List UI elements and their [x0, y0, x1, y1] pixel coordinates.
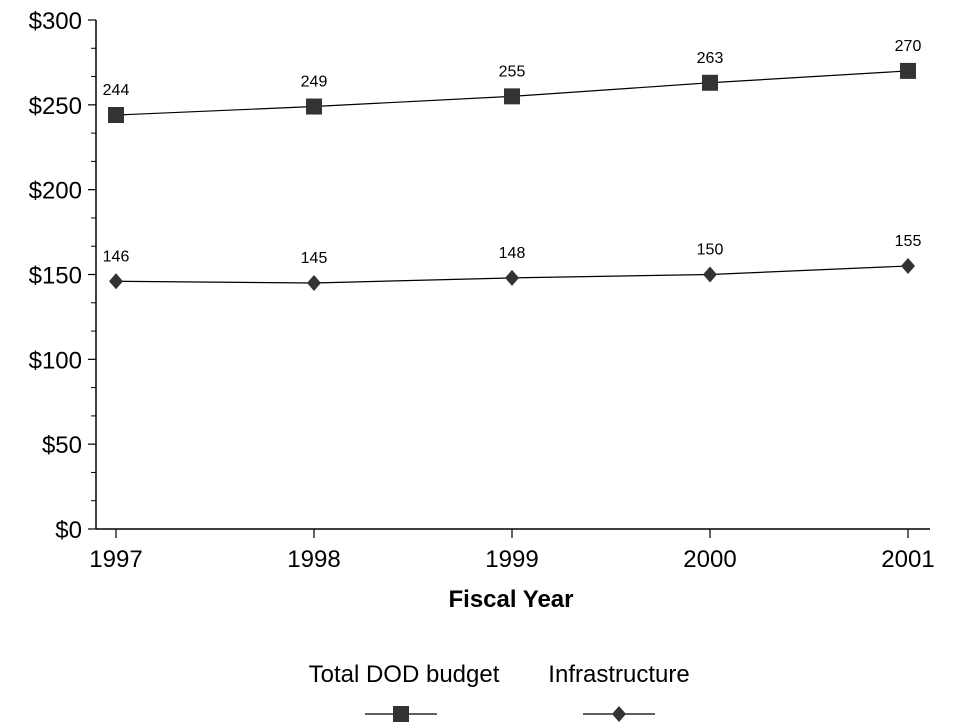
- data-point: [504, 88, 520, 105]
- y-tick-label: $150: [29, 263, 82, 290]
- data-point: [900, 62, 916, 79]
- y-tick-label: $300: [29, 8, 82, 35]
- x-tick-label: 1998: [287, 546, 340, 573]
- data-label: 244: [103, 82, 130, 99]
- data-label: 155: [895, 233, 922, 250]
- data-label: 146: [103, 248, 130, 265]
- series-layer: 244 249 255 263 270 146 145 148 150 155: [103, 38, 922, 291]
- y-tick-label: $100: [29, 347, 82, 374]
- legend-label: Total DOD budget: [309, 661, 500, 688]
- data-label: 148: [499, 245, 526, 262]
- x-tick-label: 1999: [485, 546, 538, 573]
- y-tick-label: $50: [42, 432, 82, 459]
- y-tick-label: $250: [29, 93, 82, 120]
- series-1: 244 249 255 263 270: [103, 38, 922, 124]
- data-point: [901, 258, 915, 275]
- data-label: 270: [895, 38, 922, 55]
- data-label: 249: [301, 74, 328, 91]
- legend-marker: [612, 706, 626, 722]
- data-point: [109, 273, 123, 290]
- data-point: [702, 74, 718, 91]
- data-label: 145: [301, 250, 328, 267]
- legend: Total DOD budget Infrastructure: [309, 661, 690, 722]
- data-point: [703, 266, 717, 283]
- x-axis-title: Fiscal Year: [449, 586, 574, 613]
- legend-marker: [393, 706, 409, 722]
- data-label: 150: [697, 242, 724, 259]
- data-label: 263: [697, 50, 724, 67]
- legend-label: Infrastructure: [548, 661, 689, 688]
- data-point: [108, 107, 124, 124]
- series-2: 146 145 148 150 155: [103, 233, 922, 291]
- x-axis-ticks: 1997 1998 1999 2000 2001: [89, 529, 935, 573]
- data-label: 255: [499, 63, 526, 80]
- y-tick-label: $200: [29, 178, 82, 205]
- x-tick-label: 2000: [683, 546, 736, 573]
- data-point: [307, 274, 321, 291]
- x-tick-label: 2001: [881, 546, 934, 573]
- data-point: [306, 98, 322, 115]
- x-tick-label: 1997: [89, 546, 142, 573]
- y-tick-label: $0: [55, 517, 82, 544]
- data-point: [505, 269, 519, 286]
- y-axis-ticks: $0 $50 $100 $150 $200 $250 $300: [29, 8, 96, 544]
